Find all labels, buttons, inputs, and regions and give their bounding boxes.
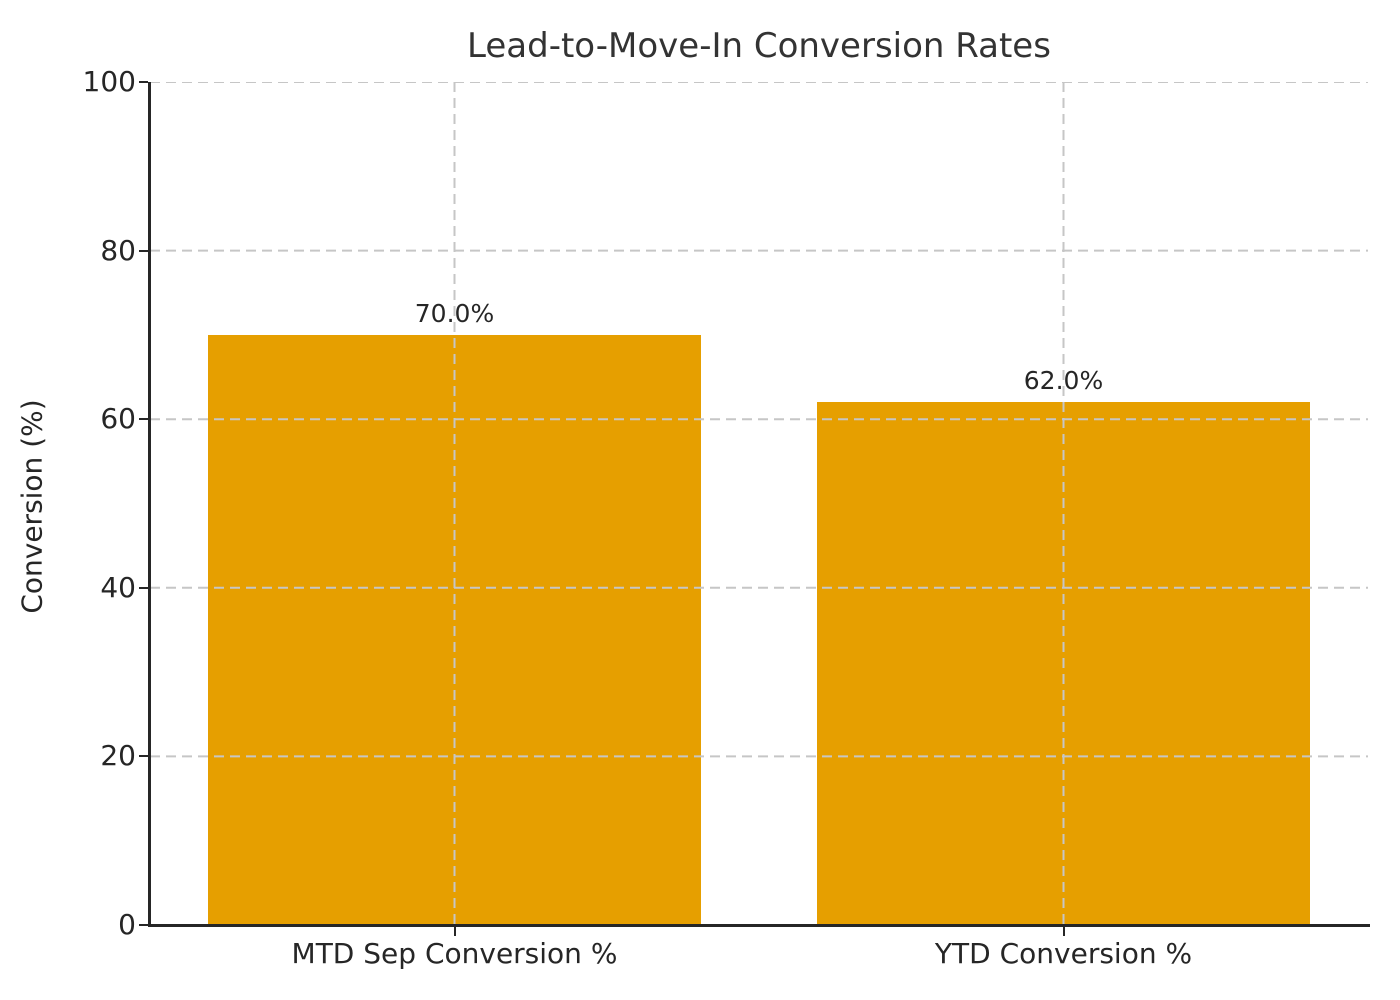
y-tick-label: 60	[100, 402, 136, 436]
plot-area: 70.0% 62.0% 0 20 40 60 80 100 MTD Sep Conversio…	[83, 67, 1370, 970]
y-tick-label: 20	[100, 739, 136, 773]
y-tick-label: 0	[118, 908, 136, 941]
y-tick-mark	[139, 586, 148, 589]
y-tick-mark	[139, 81, 148, 83]
x-tick-label: YTD Conversion %	[934, 937, 1193, 970]
y-tick-mark	[139, 249, 148, 252]
y-axis-spine	[148, 82, 151, 927]
bar-value-label: 70.0%	[414, 298, 495, 328]
x-tick-mark	[1062, 927, 1065, 936]
y-tick-mark	[139, 755, 148, 758]
x-axis-spine	[148, 924, 1370, 927]
y-tick-label: 40	[100, 570, 136, 604]
y-tick-label: 80	[100, 233, 136, 267]
y-tick-mark	[139, 418, 148, 421]
bar-value-label: 62.0%	[1023, 366, 1104, 396]
chart-title: Lead-to-Move-In Conversion Rates	[467, 26, 1051, 66]
y-tick-mark	[139, 924, 148, 926]
x-tick-label: MTD Sep Conversion %	[291, 937, 618, 970]
annotations-layer: 70.0% 62.0%	[150, 82, 1368, 925]
x-tick-mark	[453, 927, 456, 936]
y-axis-label: Conversion (%)	[15, 399, 49, 614]
y-tick-label: 100	[82, 65, 136, 98]
